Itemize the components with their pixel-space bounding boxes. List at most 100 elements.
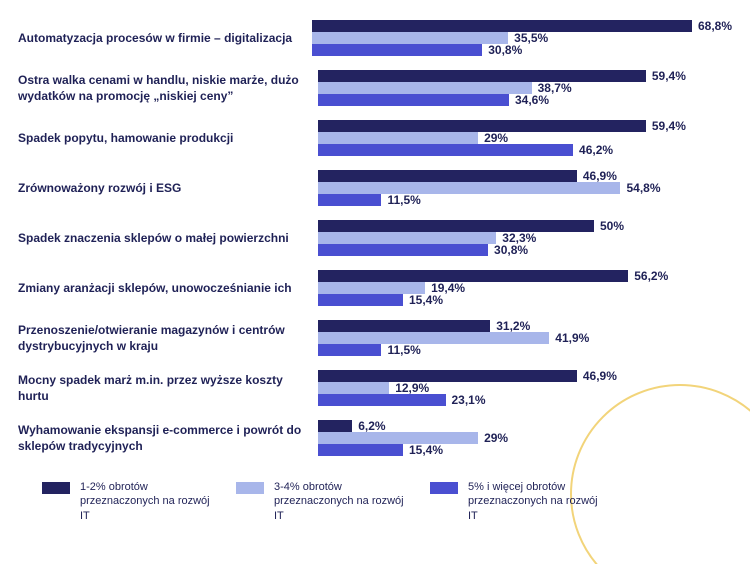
chart-row: Automatyzacja procesów w firmie – digita… xyxy=(18,20,732,56)
bar xyxy=(318,220,594,232)
bar xyxy=(318,370,577,382)
bar-value: 54,8% xyxy=(626,181,660,195)
bar-group: 68,8%35,5%30,8% xyxy=(312,20,732,56)
bar xyxy=(318,344,381,356)
bar-value: 11,5% xyxy=(387,193,420,207)
bar-line: 59,4% xyxy=(318,70,732,82)
bar-line: 41,9% xyxy=(318,332,732,344)
bar-line: 54,8% xyxy=(318,182,732,194)
bar-line: 15,4% xyxy=(318,444,732,456)
chart-row: Spadek popytu, hamowanie produkcji59,4%2… xyxy=(18,120,732,156)
legend-text: 5% i więcej obrotów przeznaczonych na ro… xyxy=(468,480,598,523)
bar xyxy=(318,394,446,406)
bar xyxy=(318,332,549,344)
chart-row: Zmiany aranżacji sklepów, unowocześniani… xyxy=(18,270,732,306)
row-label: Spadek znaczenia sklepów o małej powierz… xyxy=(18,220,318,256)
legend-text: 1-2% obrotów przeznaczonych na rozwój IT xyxy=(80,480,210,523)
bar xyxy=(318,294,403,306)
bar-line: 23,1% xyxy=(318,394,732,406)
row-label: Mocny spadek marż m.in. przez wyższe kos… xyxy=(18,370,318,406)
bar-line: 12,9% xyxy=(318,382,732,394)
bar xyxy=(318,170,577,182)
bar-line: 11,5% xyxy=(318,194,732,206)
bar-value: 12,9% xyxy=(395,381,429,395)
chart-row: Mocny spadek marż m.in. przez wyższe kos… xyxy=(18,370,732,406)
bar-value: 59,4% xyxy=(652,69,686,83)
bar xyxy=(318,120,646,132)
row-label: Przenoszenie/otwieranie magazynów i cent… xyxy=(18,320,318,356)
bar-line: 19,4% xyxy=(318,282,732,294)
chart-row: Zrównoważony rozwój i ESG 46,9% 54,8% 11,5% xyxy=(18,170,732,206)
bar-line: 29% xyxy=(318,432,732,444)
bar xyxy=(318,144,573,156)
bar-group: 46,9% 54,8% 11,5% xyxy=(318,170,732,206)
bar xyxy=(318,82,532,94)
bar-value: 15,4% xyxy=(409,443,443,457)
bar xyxy=(318,270,628,282)
bar-value: 46,9% xyxy=(583,369,617,383)
legend-swatch xyxy=(236,482,264,494)
bar xyxy=(318,182,620,194)
row-label: Zmiany aranżacji sklepów, unowocześniani… xyxy=(18,270,318,306)
legend-text: 3-4% obrotów przeznaczonych na rozwój IT xyxy=(274,480,404,523)
row-label: Spadek popytu, hamowanie produkcji xyxy=(18,120,318,156)
legend-swatch xyxy=(42,482,70,494)
bar-value: 6,2% xyxy=(358,419,385,433)
bar xyxy=(312,32,508,44)
bar-value: 46,2% xyxy=(579,143,613,157)
bar xyxy=(318,244,488,256)
bar-line: 15,4% xyxy=(318,294,732,306)
chart-row: Ostra walka cenami w handlu, niskie marż… xyxy=(18,70,732,106)
bar-line: 31,2% xyxy=(318,320,732,332)
bar-line: 30,8% xyxy=(312,44,732,56)
chart-root: Automatyzacja procesów w firmie – digita… xyxy=(0,0,750,564)
bar xyxy=(318,70,646,82)
bar-line: 34,6% xyxy=(318,94,732,106)
bar xyxy=(318,320,490,332)
bar-group: 31,2%41,9%11,5% xyxy=(318,320,732,356)
chart-row: Wyhamowanie ekspansji e-commerce i powró… xyxy=(18,420,732,456)
bar xyxy=(318,382,389,394)
bar xyxy=(318,232,496,244)
bar-value: 31,2% xyxy=(496,319,530,333)
bar-group: 59,4%38,7%34,6% xyxy=(318,70,732,106)
legend-item: 5% i więcej obrotów przeznaczonych na ro… xyxy=(430,480,598,523)
bar-group: 46,9% 12,9% 23,1% xyxy=(318,370,732,406)
bar xyxy=(318,444,403,456)
bar-group: 59,4%29%46,2% xyxy=(318,120,732,156)
bar-value: 30,8% xyxy=(488,43,522,57)
bar-value: 59,4% xyxy=(652,119,686,133)
bar xyxy=(318,432,478,444)
bar-line: 46,9% xyxy=(318,370,732,382)
legend-item: 1-2% obrotów przeznaczonych na rozwój IT xyxy=(42,480,210,523)
bar-value: 30,8% xyxy=(494,243,528,257)
bar-line: 29% xyxy=(318,132,732,144)
bar-value: 46,9% xyxy=(583,169,617,183)
bar-line: 30,8% xyxy=(318,244,732,256)
bar-group: 50%32,3%30,8% xyxy=(318,220,732,256)
row-label: Automatyzacja procesów w firmie – digita… xyxy=(18,20,312,56)
row-label: Ostra walka cenami w handlu, niskie marż… xyxy=(18,70,318,106)
bar-value: 15,4% xyxy=(409,293,443,307)
bar xyxy=(318,94,509,106)
bar xyxy=(312,44,482,56)
bar xyxy=(318,194,381,206)
bar-line: 46,2% xyxy=(318,144,732,156)
chart-row: Przenoszenie/otwieranie magazynów i cent… xyxy=(18,320,732,356)
bar-line: 56,2% xyxy=(318,270,732,282)
bar-value: 34,6% xyxy=(515,93,549,107)
bar-line: 46,9% xyxy=(318,170,732,182)
bar-line: 11,5% xyxy=(318,344,732,356)
bar-group: 6,2% 29% 15,4% xyxy=(318,420,732,456)
legend-swatch xyxy=(430,482,458,494)
bar xyxy=(318,132,478,144)
row-label: Wyhamowanie ekspansji e-commerce i powró… xyxy=(18,420,318,456)
bar-value: 29% xyxy=(484,431,508,445)
chart-area: Automatyzacja procesów w firmie – digita… xyxy=(0,0,750,474)
bar-value: 23,1% xyxy=(452,393,486,407)
bar xyxy=(318,420,352,432)
bar-line: 59,4% xyxy=(318,120,732,132)
row-label: Zrównoważony rozwój i ESG xyxy=(18,170,318,206)
legend: 1-2% obrotów przeznaczonych na rozwój IT… xyxy=(0,474,750,533)
bar-value: 56,2% xyxy=(634,269,668,283)
